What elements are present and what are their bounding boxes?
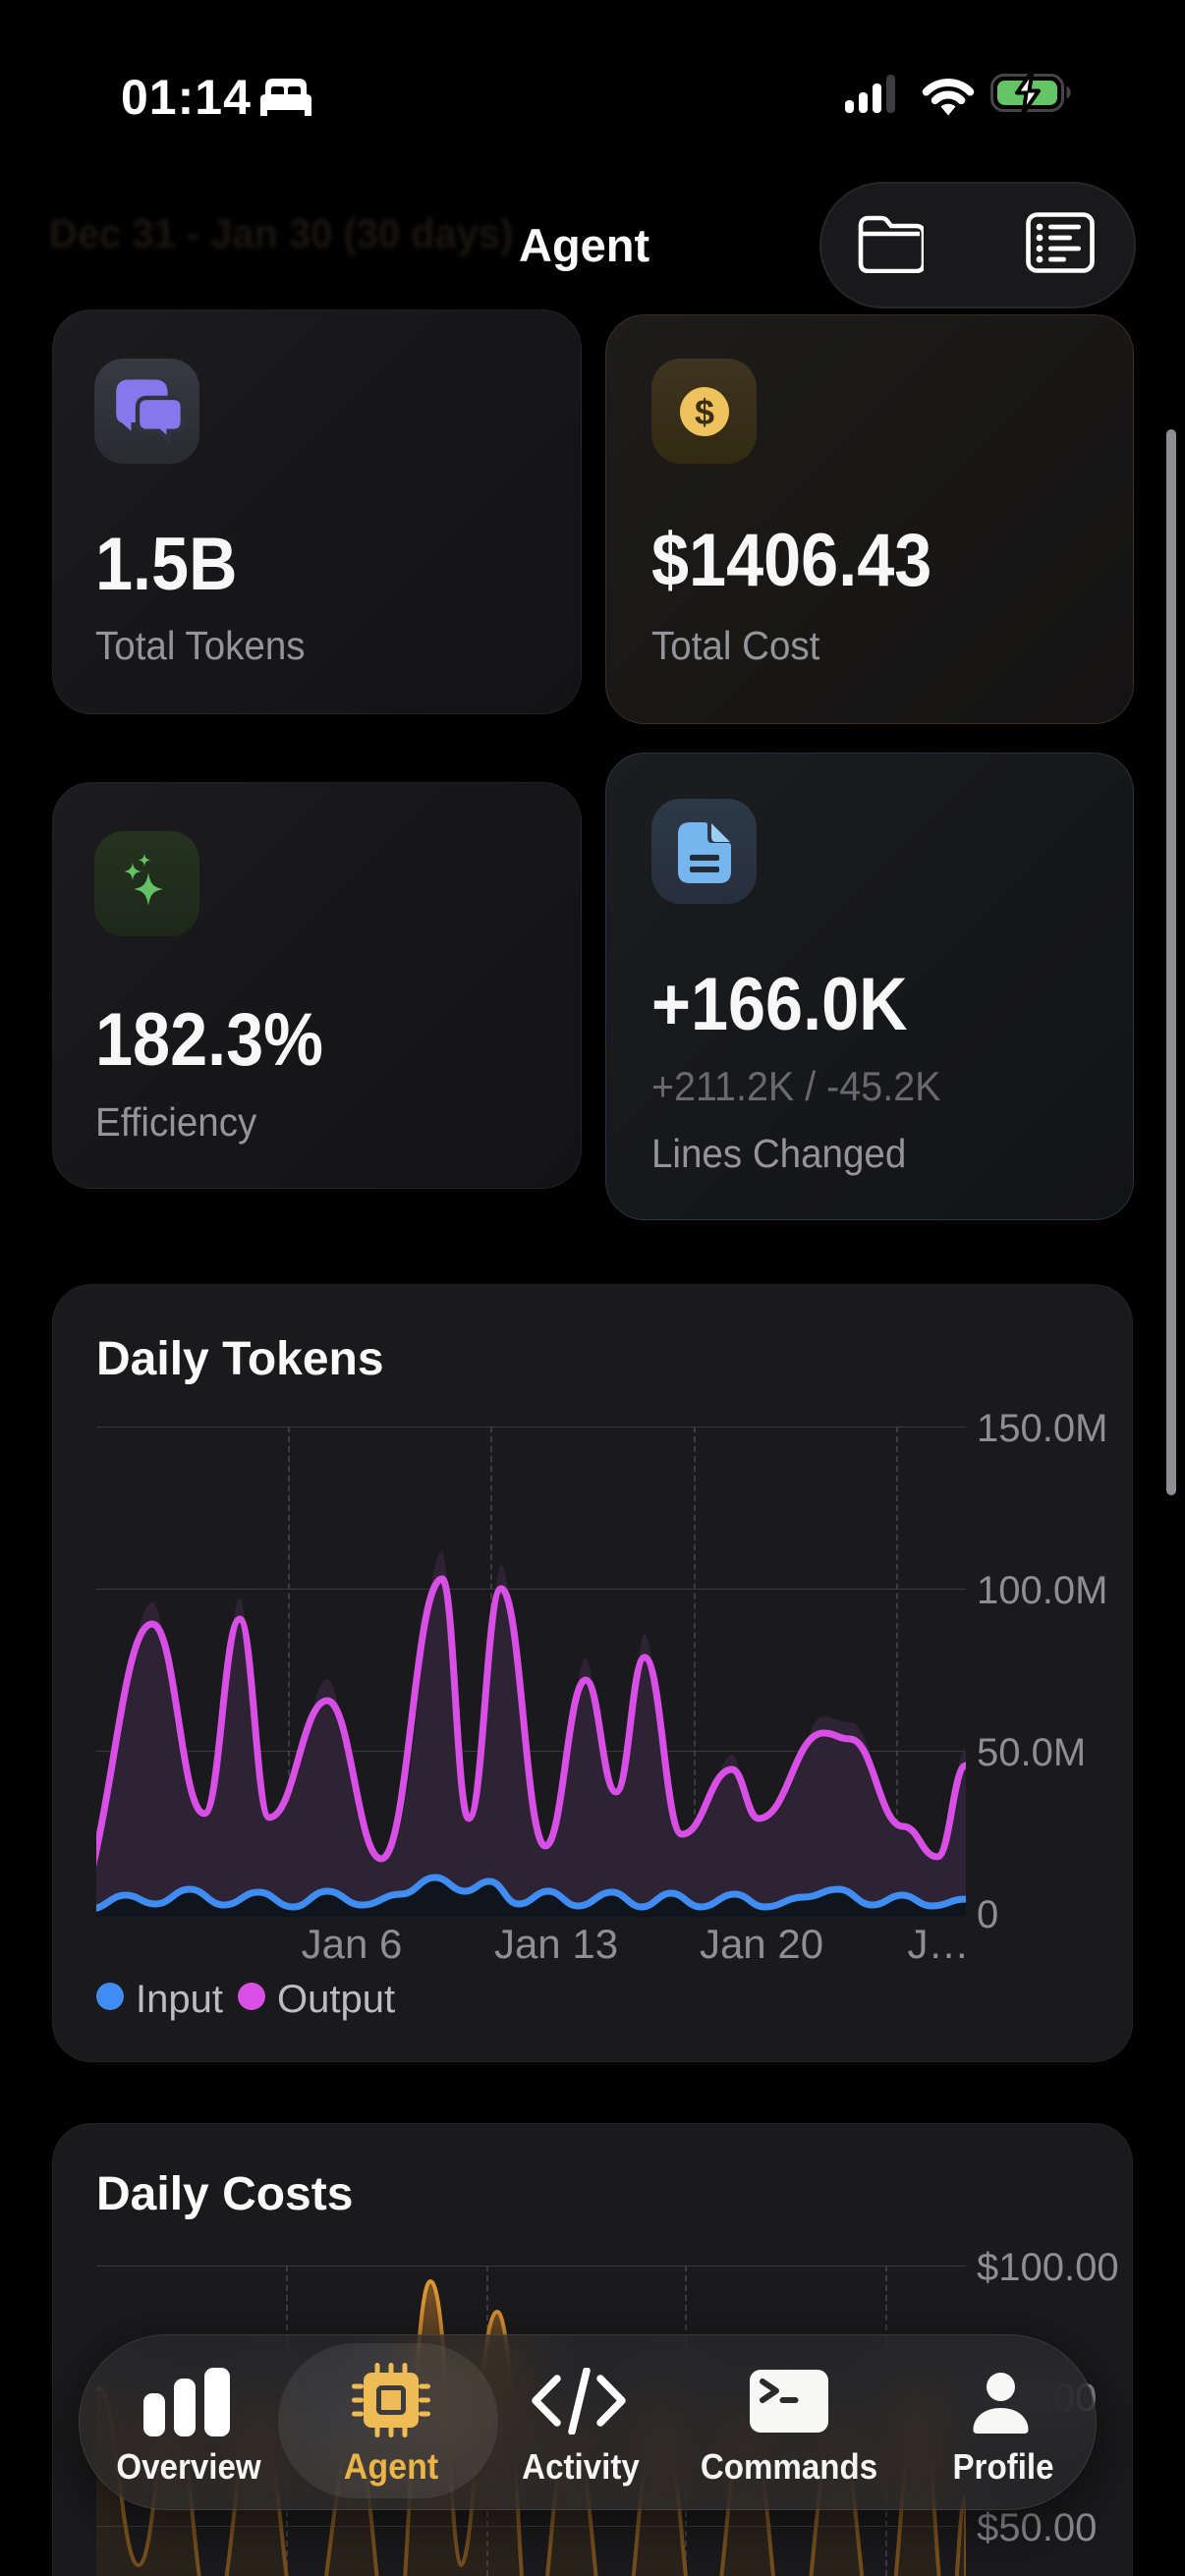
svg-text:$: $ (695, 392, 714, 432)
